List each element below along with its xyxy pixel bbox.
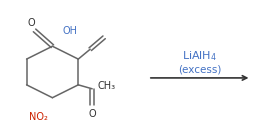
Text: LiAlH$_4$: LiAlH$_4$ (182, 49, 217, 63)
Text: O: O (88, 109, 96, 119)
Text: NO₂: NO₂ (29, 112, 48, 122)
Text: O: O (28, 18, 35, 28)
Text: (excess): (excess) (178, 65, 221, 75)
Text: OH: OH (62, 26, 77, 36)
Text: CH₃: CH₃ (97, 81, 115, 91)
